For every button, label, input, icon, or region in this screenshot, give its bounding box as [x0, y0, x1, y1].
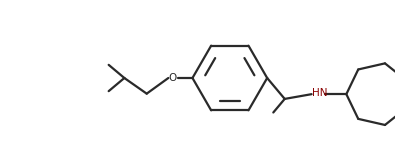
Text: O: O	[169, 73, 177, 83]
Text: HN: HN	[312, 88, 328, 98]
